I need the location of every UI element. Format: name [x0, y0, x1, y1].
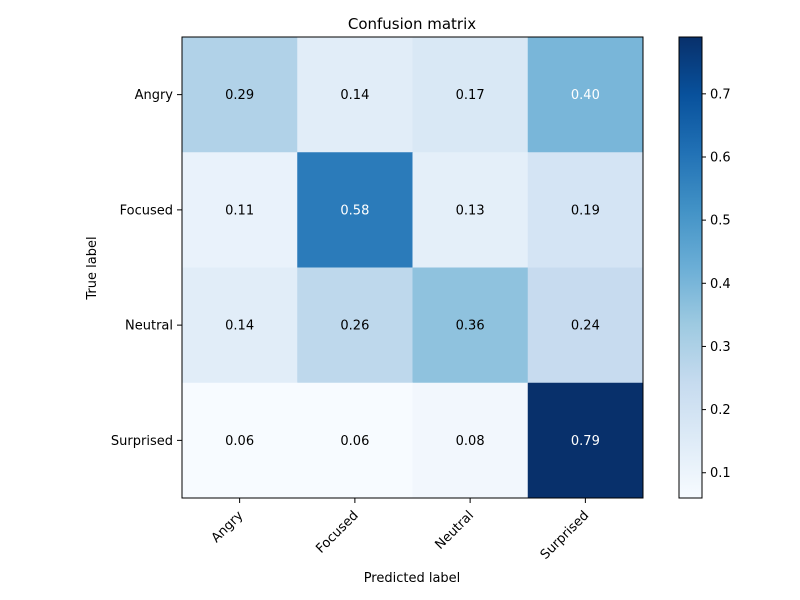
- x-tick-label: Neutral: [432, 508, 477, 553]
- y-tick-label: Focused: [120, 203, 173, 218]
- heatmap-cell: [297, 382, 413, 499]
- heatmap-cell: [527, 267, 644, 384]
- colorbar-tick-label: 0.4: [710, 277, 731, 292]
- y-axis-ticks: Angry Focused Neutral Surprised: [111, 88, 182, 449]
- heatmap-cell: [297, 37, 413, 153]
- cell-value-label: 0.13: [456, 203, 485, 218]
- cell-value-label: 0.29: [225, 88, 254, 103]
- y-tick-label: Surprised: [111, 434, 173, 449]
- plot-frame: [181, 36, 644, 499]
- heatmap-cell: [297, 267, 413, 384]
- heatmap-cell: [412, 37, 529, 153]
- y-axis-label: True label: [85, 236, 100, 300]
- x-axis-ticks: Angry Focused Neutral Surprised: [209, 498, 593, 563]
- cell-value-label: 0.36: [456, 319, 485, 334]
- heatmap-cell: [527, 152, 644, 268]
- cell-value-label: 0.14: [340, 88, 369, 103]
- cell-value-label: 0.08: [456, 434, 485, 449]
- colorbar-tick-label: 0.7: [710, 87, 731, 102]
- cell-value-label: 0.24: [571, 319, 600, 334]
- heatmap-cell: [297, 152, 413, 268]
- colorbar-ticks: 0.1 0.2 0.3 0.4 0.5 0.6 0.7: [702, 87, 731, 481]
- heatmap-value-labels: 0.29 0.14 0.17 0.40 0.11 0.58 0.13 0.19 0.14 0.26…: [225, 88, 600, 449]
- colorbar-tick-label: 0.5: [710, 214, 731, 229]
- cell-value-label: 0.19: [571, 203, 600, 218]
- cell-value-label: 0.14: [225, 319, 254, 334]
- heatmap-cell: [527, 37, 644, 153]
- x-tick-label: Surprised: [538, 508, 593, 563]
- cell-value-label: 0.06: [340, 434, 369, 449]
- heatmap-cell: [412, 267, 529, 384]
- cell-value-label: 0.26: [340, 319, 369, 334]
- heatmap-cell: [527, 382, 644, 499]
- cell-value-label: 0.79: [571, 434, 600, 449]
- colorbar: [678, 36, 703, 499]
- heatmap-cell: [182, 382, 298, 499]
- cell-value-label: 0.40: [571, 88, 600, 103]
- heatmap-cell: [412, 152, 529, 268]
- colorbar-tick-label: 0.3: [710, 340, 731, 355]
- x-tick-label: Angry: [209, 508, 247, 546]
- heatmap-cell: [182, 267, 298, 384]
- colorbar-tick-label: 0.2: [710, 403, 731, 418]
- cell-value-label: 0.17: [456, 88, 485, 103]
- heatmap-cell: [412, 382, 529, 499]
- heatmap-cells: [182, 37, 644, 499]
- cell-value-label: 0.11: [225, 203, 254, 218]
- x-tick-label: Focused: [313, 508, 361, 556]
- cell-value-label: 0.06: [225, 434, 254, 449]
- chart-title: Confusion matrix: [348, 15, 476, 33]
- y-tick-label: Neutral: [125, 319, 173, 334]
- colorbar-tick-label: 0.1: [710, 466, 731, 481]
- heatmap-cell: [182, 37, 298, 153]
- heatmap-cell: [182, 152, 298, 268]
- cell-value-label: 0.58: [340, 203, 369, 218]
- y-tick-label: Angry: [135, 88, 174, 103]
- colorbar-tick-label: 0.6: [710, 150, 731, 165]
- x-axis-label: Predicted label: [364, 571, 461, 586]
